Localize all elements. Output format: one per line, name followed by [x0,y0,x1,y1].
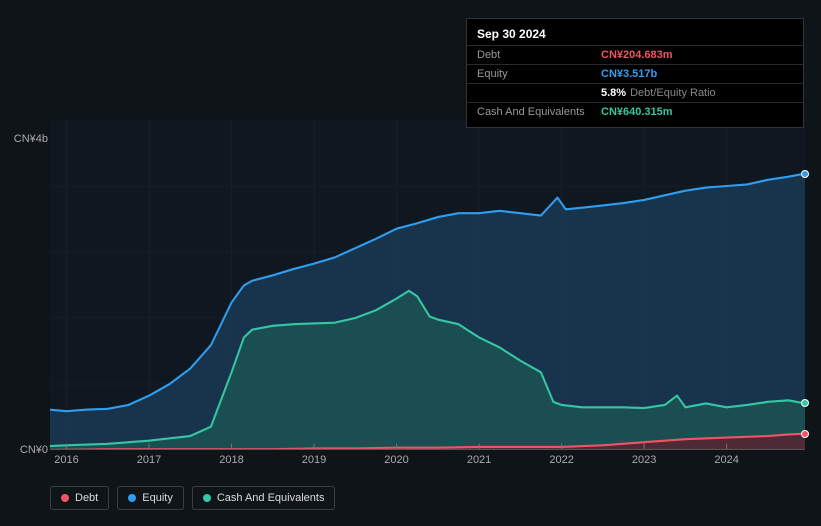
x-axis-label: 2020 [384,454,408,466]
chart-legend: Debt Equity Cash And Equivalents [50,486,335,510]
series-marker [801,430,809,438]
legend-dot-icon [203,494,211,502]
tooltip-row-label: Cash And Equivalents [477,106,601,118]
x-axis: 2016 2017 2018 2019 2020 2021 2022 2023 2024 [50,450,805,472]
tooltip-row-value: CN¥204.683m [601,49,673,61]
tooltip-row-value: CN¥640.315m [601,106,673,118]
tooltip-row: 5.8% Debt/Equity Ratio [467,83,803,102]
series-marker [801,399,809,407]
chart-container: CN¥0CN¥4b 201620172018201920202021202220… [16,120,805,510]
legend-dot-icon [61,494,69,502]
tooltip-row-value: CN¥3.517b [601,68,657,80]
tooltip-row-label: Debt [477,49,601,61]
y-axis-label: CN¥0 [20,444,48,456]
legend-item[interactable]: Cash And Equivalents [192,486,336,510]
series-marker [801,170,809,178]
tooltip-row: DebtCN¥204.683m [467,45,803,64]
tooltip-row: Cash And EquivalentsCN¥640.315m [467,102,803,121]
x-axis-label: 2016 [54,454,78,466]
legend-label: Equity [142,492,173,504]
tooltip-date: Sep 30 2024 [467,25,803,45]
legend-item[interactable]: Equity [117,486,184,510]
x-axis-label: 2024 [714,454,738,466]
legend-item[interactable]: Debt [50,486,109,510]
x-axis-label: 2022 [549,454,573,466]
tooltip-row-label: Equity [477,68,601,80]
tooltip-row-suffix: Debt/Equity Ratio [630,87,716,99]
x-axis-label: 2018 [219,454,243,466]
x-axis-label: 2023 [632,454,656,466]
x-axis-label: 2017 [137,454,161,466]
legend-label: Debt [75,492,98,504]
legend-label: Cash And Equivalents [217,492,325,504]
chart-tooltip: Sep 30 2024 DebtCN¥204.683mEquityCN¥3.51… [466,18,804,128]
y-axis-label: CN¥4b [14,133,48,145]
y-axis: CN¥0CN¥4b [16,120,50,450]
x-axis-label: 2021 [467,454,491,466]
tooltip-row: EquityCN¥3.517b [467,64,803,83]
chart-plot-area[interactable] [50,120,805,450]
legend-dot-icon [128,494,136,502]
x-axis-label: 2019 [302,454,326,466]
tooltip-row-value: 5.8% [601,87,626,99]
